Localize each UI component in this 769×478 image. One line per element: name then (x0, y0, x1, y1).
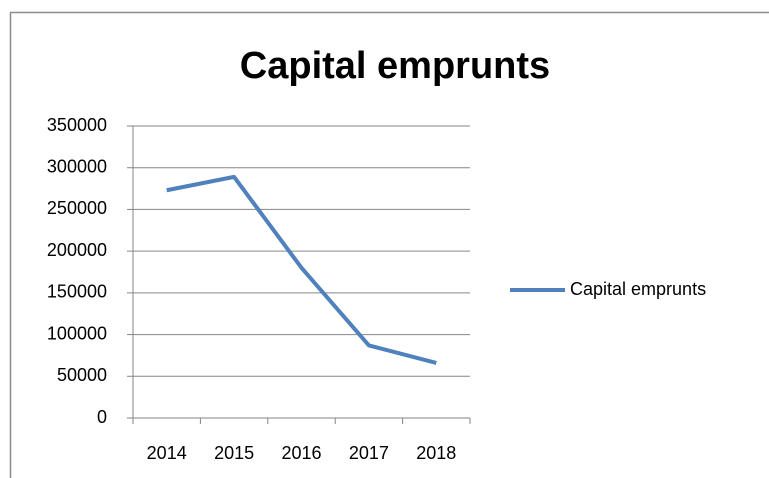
x-tick-label: 2018 (416, 443, 456, 463)
chart-title: Capital emprunts (240, 45, 550, 87)
x-tick-label: 2015 (214, 443, 254, 463)
y-tick-label: 200000 (47, 240, 107, 260)
y-tick-label: 0 (97, 407, 107, 427)
data-line (166, 174, 437, 365)
x-tick-label: 2017 (349, 443, 389, 463)
legend-label: Capital emprunts (570, 279, 706, 299)
x-tick-label: 2014 (147, 443, 187, 463)
y-tick-label: 50000 (57, 365, 107, 385)
chart-frame (9, 11, 769, 478)
y-tick-label: 350000 (47, 115, 107, 135)
y-tick-label: 100000 (47, 323, 107, 343)
y-tick-label: 250000 (47, 198, 107, 218)
y-tick-label: 300000 (47, 156, 107, 176)
x-tick-label: 2016 (281, 443, 321, 463)
y-tick-label: 150000 (47, 282, 107, 302)
